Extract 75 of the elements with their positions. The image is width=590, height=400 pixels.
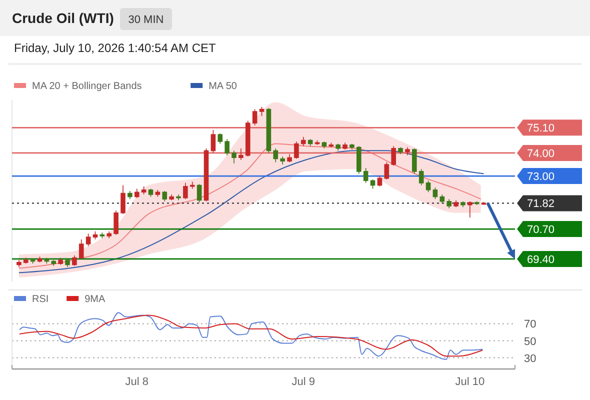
- candlestick: [232, 150, 236, 164]
- candlestick: [280, 156, 285, 165]
- candlestick: [350, 143, 354, 150]
- candlestick: [134, 188, 140, 198]
- candlestick: [328, 142, 334, 148]
- candlestick: [259, 106, 264, 117]
- candlestick: [405, 146, 410, 156]
- candlestick: [342, 142, 348, 150]
- candlestick: [370, 179, 376, 190]
- candlestick: [218, 133, 223, 144]
- candlestick: [238, 148, 244, 160]
- legend-label: 9MA: [84, 294, 106, 305]
- candlestick: [294, 141, 299, 160]
- candlestick: [114, 210, 118, 236]
- ref-line-label: 69.40: [527, 254, 555, 266]
- legend-label: MA 20 + Bollinger Bands: [32, 81, 142, 92]
- candlestick: [65, 258, 70, 268]
- candlestick: [128, 190, 132, 200]
- candlestick: [120, 184, 126, 214]
- candlestick: [100, 232, 105, 239]
- candlestick: [474, 200, 480, 206]
- candlestick: [30, 258, 36, 264]
- candlestick: [446, 198, 452, 209]
- legend-label: RSI: [32, 294, 49, 305]
- ref-line-label: 73.00: [527, 171, 555, 184]
- ref-line-label: 70.70: [527, 224, 555, 236]
- candlestick: [78, 238, 84, 260]
- x-tick-label: Jul 9: [292, 376, 316, 388]
- candlestick: [183, 182, 188, 200]
- ref-line-label: 71.82: [527, 198, 555, 210]
- candlestick: [356, 146, 362, 174]
- candlestick: [190, 181, 195, 190]
- candlestick: [169, 194, 174, 201]
- ref-line-label: 74.00: [527, 148, 555, 160]
- candlestick: [398, 146, 403, 155]
- candlestick: [412, 148, 417, 174]
- candlestick: [322, 141, 327, 149]
- candlestick: [287, 154, 292, 163]
- candlestick: [176, 194, 181, 201]
- candlestick: [141, 186, 146, 195]
- candlestick: [86, 233, 91, 247]
- candlestick: [252, 108, 258, 126]
- candlestick: [314, 140, 320, 146]
- candlestick: [384, 162, 390, 180]
- candlestick: [440, 194, 445, 204]
- candlestick: [468, 200, 472, 218]
- candlestick: [300, 136, 306, 146]
- candlestick: [162, 190, 168, 202]
- candlestick: [273, 148, 278, 163]
- candlestick: [72, 255, 77, 266]
- x-tick-label: Jul 8: [125, 376, 149, 388]
- y-tick-label: 30: [524, 352, 536, 365]
- candlestick: [148, 188, 154, 198]
- candlestick: [92, 230, 98, 240]
- candlestick: [391, 146, 396, 166]
- chart-title: Crude Oil (WTI): [12, 10, 114, 26]
- y-tick-label: 70: [524, 318, 536, 331]
- x-tick-label: Jul 10: [455, 376, 485, 388]
- candlestick: [454, 200, 458, 208]
- candlestick: [460, 200, 466, 208]
- text: Friday, July 10, 2026 1:40:54 AM CET: [14, 41, 217, 55]
- y-tick-label: 50: [524, 336, 536, 348]
- legend-label: MA 50: [208, 81, 238, 92]
- candlestick: [23, 257, 28, 264]
- candlestick: [336, 143, 340, 152]
- chart-subtitle: 30 MIN: [128, 14, 164, 26]
- candlestick: [51, 260, 56, 266]
- candlestick: [16, 260, 22, 268]
- candlestick: [37, 256, 42, 263]
- candlestick: [245, 120, 250, 157]
- candlestick: [224, 138, 230, 156]
- ref-line-label: 75.10: [527, 122, 555, 135]
- candlestick: [155, 189, 160, 198]
- candlestick: [58, 257, 63, 266]
- candlestick: [106, 230, 112, 239]
